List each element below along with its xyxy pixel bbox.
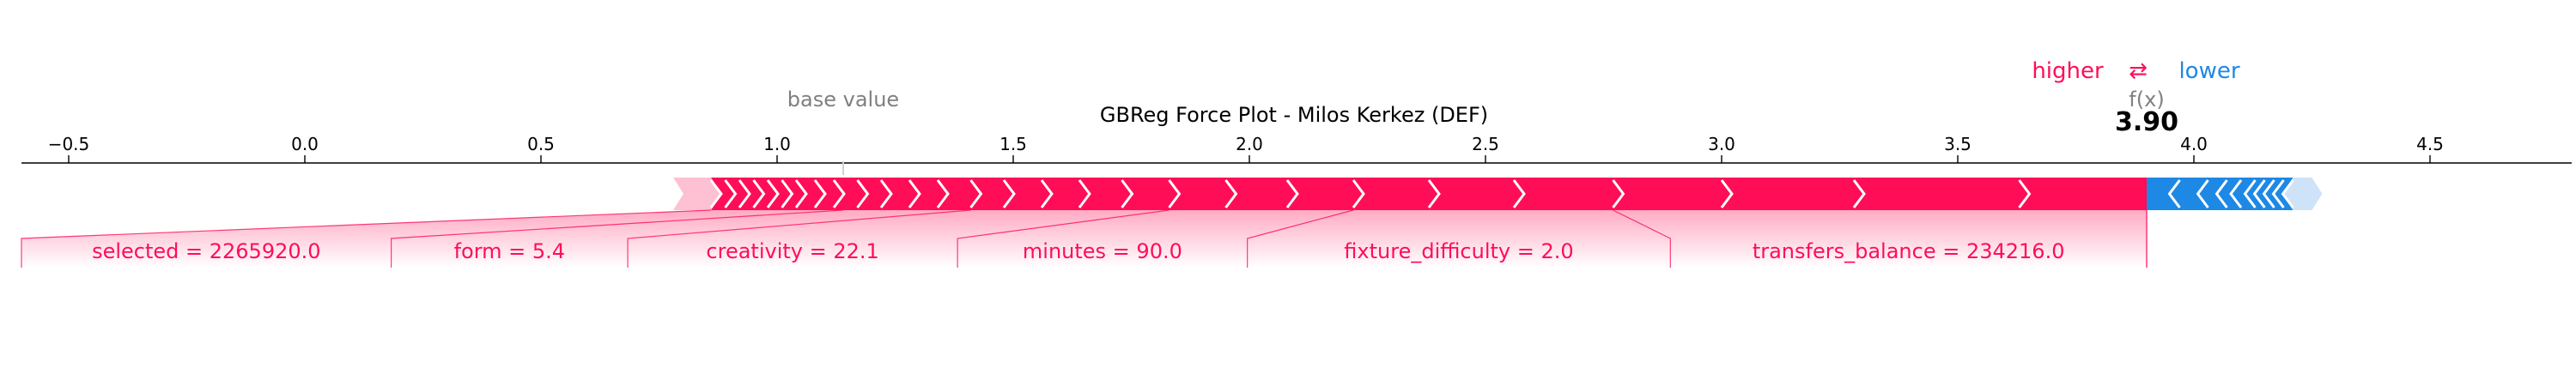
feature-label: creativity = 22.1 <box>706 239 878 263</box>
negative-bar <box>2147 178 2293 210</box>
negative-segment <box>2271 179 2285 208</box>
axis-tick-label: 1.5 <box>999 134 1027 154</box>
positive-segment <box>1427 179 1441 208</box>
legend-higher: higher <box>2032 58 2104 84</box>
negative-segment <box>2196 179 2209 208</box>
feature-label: transfers_balance = 234216.0 <box>1753 239 2065 263</box>
negative-segment <box>2167 179 2181 208</box>
positive-tail <box>673 178 721 210</box>
feature-connector-fill <box>1613 210 2147 268</box>
feature-label: fixture_difficulty = 2.0 <box>1344 239 1573 263</box>
feature-connector-line <box>627 209 971 268</box>
positive-segment <box>1224 179 1238 208</box>
feature-connector-fill <box>1247 210 1671 268</box>
feature-connector-fill <box>957 210 1353 268</box>
positive-segment <box>724 179 738 208</box>
positive-segment <box>781 179 794 208</box>
negative-segment <box>2215 179 2228 208</box>
negative-segment <box>2262 179 2275 208</box>
feature-connector-fill <box>21 210 843 268</box>
axis-tick-label: 0.5 <box>527 134 555 154</box>
legend: higher ⇄ lower <box>2032 58 2240 84</box>
feature-connector-fill <box>391 210 971 268</box>
axis-tick-label: −0.5 <box>48 134 90 154</box>
axis-tick-label: 0.0 <box>291 134 319 154</box>
feature-label: form = 5.4 <box>454 239 566 263</box>
feature-connector-line <box>1247 209 1354 268</box>
axis-tick-label: 4.5 <box>2416 134 2444 154</box>
x-axis: −0.5 0.0 0.5 1.0 1.5 2.0 2.5 3.0 3.5 4.0 4.5 <box>21 134 2572 175</box>
positive-segment <box>1168 179 1182 208</box>
base-value-label: base value <box>787 87 899 112</box>
feature-label-group: selected = 2265920.0 <box>21 209 843 268</box>
negative-tail <box>2282 178 2323 210</box>
negative-segment <box>2229 179 2243 208</box>
positive-segment <box>856 179 870 208</box>
positive-segment <box>1040 179 1054 208</box>
feature-label-group: form = 5.4 <box>390 209 971 268</box>
feature-connector-line <box>1613 209 1671 268</box>
positive-segment <box>936 179 950 208</box>
positive-segment <box>813 179 827 208</box>
positive-segment <box>766 179 780 208</box>
positive-segment <box>709 179 723 208</box>
negative-segment <box>2243 179 2257 208</box>
axis-tick-label: 4.0 <box>2180 134 2208 154</box>
positive-segment <box>2018 179 2032 208</box>
legend-arrows-icon: ⇄ <box>2129 58 2148 84</box>
output-label: f(x) <box>2129 87 2164 112</box>
feature-label-group: transfers_balance = 234216.0 <box>1613 209 2147 268</box>
positive-segment <box>1512 179 1526 208</box>
feature-connector-line <box>957 209 1170 268</box>
positive-segment <box>1720 179 1734 208</box>
feature-connector-line <box>21 209 712 268</box>
positive-segment <box>969 179 983 208</box>
positive-segment <box>1852 179 1866 208</box>
negative-segment <box>2252 179 2266 208</box>
positive-bar <box>711 178 2147 210</box>
positive-segment <box>752 179 766 208</box>
axis-tick-label: 3.5 <box>1944 134 1971 154</box>
positive-segment <box>1285 179 1299 208</box>
positive-segment <box>1002 179 1016 208</box>
feature-connector-line <box>390 209 844 268</box>
chart-title: GBReg Force Plot - Milos Kerkez (DEF) <box>1100 103 1488 127</box>
feature-connector-fill <box>628 210 1170 268</box>
output-value: 3.90 <box>2115 107 2178 137</box>
axis-tick-label: 1.0 <box>763 134 791 154</box>
feature-label-group: creativity = 22.1 <box>627 209 1170 268</box>
positive-segment <box>879 179 893 208</box>
positive-segment <box>738 179 751 208</box>
feature-labels: selected = 2265920.0 form = 5.4 creativity… <box>21 209 2148 268</box>
feature-label-group: minutes = 90.0 <box>957 209 1353 268</box>
axis-tick-label: 3.0 <box>1708 134 1735 154</box>
positive-segment <box>908 179 921 208</box>
positive-segment <box>1352 179 1365 208</box>
negative-segment <box>2281 179 2294 208</box>
legend-lower: lower <box>2178 58 2239 84</box>
feature-label-group: fixture_difficulty = 2.0 <box>1247 209 1671 268</box>
feature-label: selected = 2265920.0 <box>92 239 320 263</box>
positive-segment <box>1078 179 1091 208</box>
axis-tick-label: 2.5 <box>1472 134 1499 154</box>
feature-label: minutes = 90.0 <box>1023 239 1182 263</box>
positive-segment <box>1121 179 1134 208</box>
positive-segment <box>794 179 808 208</box>
force-bars <box>673 178 2323 210</box>
positive-segment <box>1612 179 1625 208</box>
positive-segment <box>832 179 846 208</box>
axis-tick-label: 2.0 <box>1236 134 1263 154</box>
